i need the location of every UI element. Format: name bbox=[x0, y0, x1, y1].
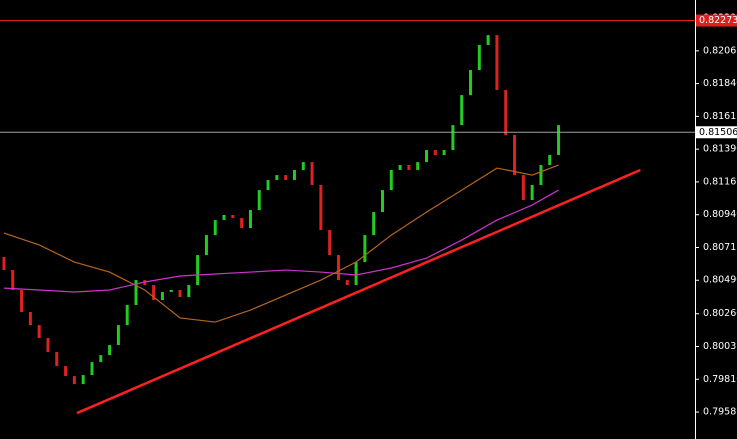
y-tick-label: 0.80035 bbox=[703, 341, 737, 352]
price-bar bbox=[530, 184, 534, 200]
price-bar bbox=[363, 235, 367, 263]
price-bar bbox=[248, 210, 252, 229]
price-bar bbox=[178, 289, 182, 297]
price-bar bbox=[125, 304, 129, 326]
price-level-label: 0.81506 bbox=[699, 127, 737, 138]
price-bar bbox=[292, 169, 296, 181]
price-bar bbox=[152, 285, 156, 301]
price-bar bbox=[187, 285, 191, 297]
price-bar bbox=[275, 175, 279, 181]
price-bar bbox=[336, 255, 340, 281]
price-bar bbox=[495, 35, 499, 91]
price-level-label: 0.82273 bbox=[699, 15, 737, 26]
price-bar bbox=[477, 45, 481, 71]
price-bar bbox=[28, 311, 32, 326]
price-bar bbox=[46, 338, 50, 353]
trend-line bbox=[76, 168, 641, 415]
moving-average bbox=[3, 189, 559, 293]
y-tick-label: 0.79585 bbox=[703, 407, 737, 418]
price-bar bbox=[486, 35, 490, 46]
price-bar bbox=[372, 212, 376, 236]
price-bar bbox=[354, 262, 358, 286]
price-bar bbox=[407, 165, 411, 170]
price-bar bbox=[328, 229, 332, 256]
price-bar bbox=[504, 90, 508, 136]
price-bar bbox=[169, 289, 173, 293]
y-tick-label: 0.80715 bbox=[703, 242, 737, 253]
price-bar bbox=[548, 154, 552, 166]
price-bar bbox=[416, 162, 420, 170]
y-tick-label: 0.81165 bbox=[703, 176, 737, 187]
price-bar bbox=[301, 162, 305, 170]
price-bar bbox=[380, 190, 384, 213]
price-bar bbox=[231, 214, 235, 219]
price-bar bbox=[513, 135, 517, 176]
price-bar bbox=[116, 325, 120, 346]
price-bar bbox=[222, 214, 226, 221]
price-level-label-bg bbox=[696, 14, 737, 27]
price-bar bbox=[266, 180, 270, 191]
price-bar bbox=[213, 220, 217, 236]
price-bar bbox=[55, 352, 59, 367]
price-bar bbox=[433, 150, 437, 155]
price-bar bbox=[11, 270, 15, 290]
price-bar bbox=[398, 165, 402, 170]
price-bar bbox=[460, 95, 464, 126]
price-bar bbox=[99, 355, 103, 363]
price-bar bbox=[108, 345, 112, 356]
price-bar bbox=[204, 235, 208, 256]
y-tick-label: 0.81615 bbox=[703, 111, 737, 122]
price-bar bbox=[345, 280, 349, 286]
price-bar bbox=[134, 280, 138, 305]
price-bar bbox=[160, 292, 164, 301]
price-bar bbox=[389, 169, 393, 191]
price-bar bbox=[20, 289, 24, 312]
price-bar bbox=[469, 70, 473, 96]
price-bar bbox=[557, 125, 561, 155]
price-bar bbox=[37, 325, 41, 339]
price-bar bbox=[539, 165, 543, 185]
price-bar bbox=[319, 184, 323, 230]
price-level-label-bg bbox=[696, 126, 737, 139]
price-bar bbox=[81, 375, 85, 385]
price-bar bbox=[425, 150, 429, 163]
price-bar bbox=[257, 190, 261, 211]
price-bar bbox=[64, 366, 68, 377]
price-bar bbox=[451, 125, 455, 151]
price-bar bbox=[240, 218, 244, 229]
price-bar bbox=[310, 162, 314, 185]
price-bar bbox=[284, 175, 288, 181]
price-bar bbox=[196, 255, 200, 286]
price-bar bbox=[72, 376, 76, 385]
moving-average bbox=[3, 164, 559, 323]
y-tick-label: 0.82065 bbox=[703, 45, 737, 56]
price-bar bbox=[442, 150, 446, 155]
price-bar bbox=[90, 362, 94, 376]
price-bar bbox=[2, 256, 6, 271]
price-bar bbox=[521, 175, 525, 200]
